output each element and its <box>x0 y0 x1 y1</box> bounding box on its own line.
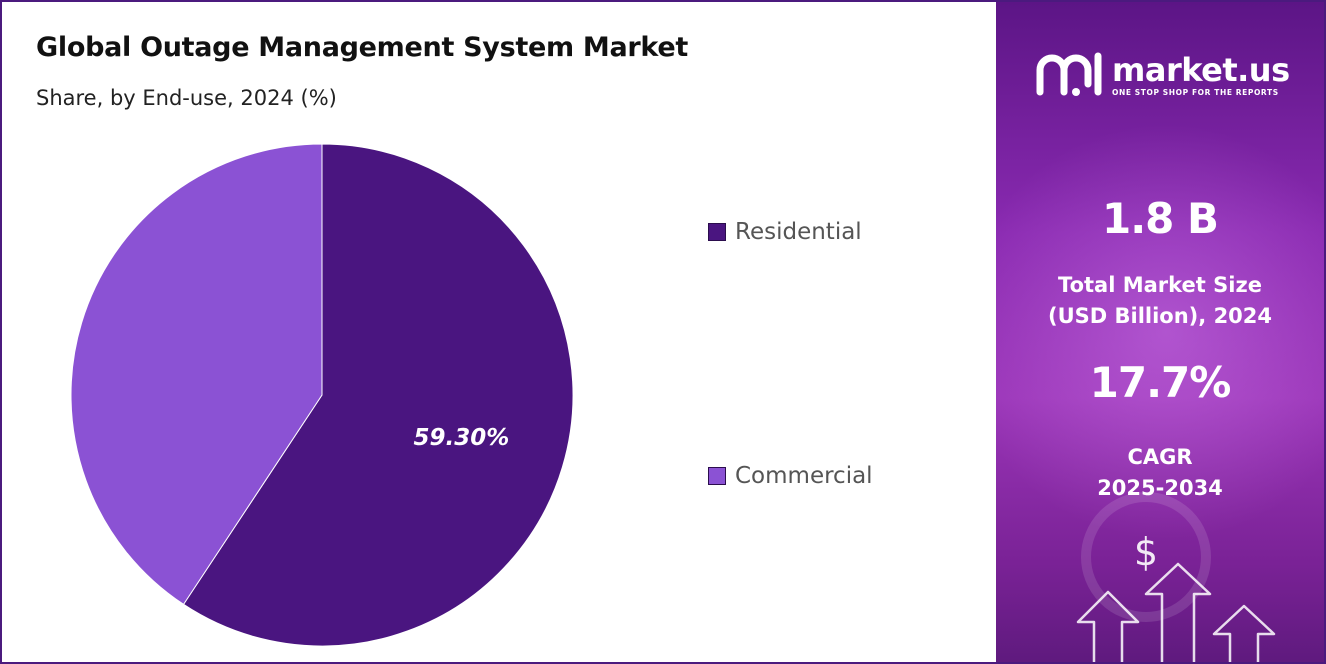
cagr-label-line2: 2025-2034 <box>1097 476 1223 500</box>
pie-slice-residential <box>182 143 574 647</box>
market-size-label-line1: Total Market Size <box>1058 273 1262 297</box>
legend-item-residential: Residential <box>708 219 862 245</box>
legend-item-commercial: Commercial <box>708 463 873 489</box>
dollar-symbol: $ <box>1133 530 1159 574</box>
brand-name: market.us <box>1112 51 1290 89</box>
market-size-value: 1.8 B <box>1101 194 1219 243</box>
growth-arrows-icon <box>1076 492 1276 662</box>
chart-subtitle: Share, by End-use, 2024 (%) <box>36 86 337 110</box>
background-glow <box>996 122 1324 542</box>
legend: Residential Commercial <box>708 2 968 662</box>
panel-divider <box>990 2 996 662</box>
chart-title: Global Outage Management System Market <box>36 32 688 63</box>
brand-tagline: ONE STOP SHOP FOR THE REPORTS <box>1112 88 1279 97</box>
data-label-residential: 59.30% <box>414 425 510 451</box>
market-size-label-line2: (USD Billion), 2024 <box>1047 304 1273 328</box>
legend-label-residential: Residential <box>735 219 862 245</box>
pie-chart: 59.30% <box>70 143 574 647</box>
legend-label-commercial: Commercial <box>735 463 873 489</box>
chart-panel: Global Outage Management System Market S… <box>2 2 992 662</box>
market-us-logo-icon <box>1036 52 1102 96</box>
cagr-label-line1: CAGR <box>1127 445 1193 469</box>
stats-panel: $ market.us ONE STOP SHOP FOR THE REPORT… <box>996 2 1324 662</box>
brand-logo: market.us ONE STOP SHOP FOR THE REPORTS <box>1036 50 1290 100</box>
cagr-value: 17.7% <box>1089 358 1232 407</box>
pie-slice-commercial <box>70 143 323 606</box>
legend-swatch-commercial <box>708 467 726 485</box>
legend-swatch-residential <box>708 223 726 241</box>
